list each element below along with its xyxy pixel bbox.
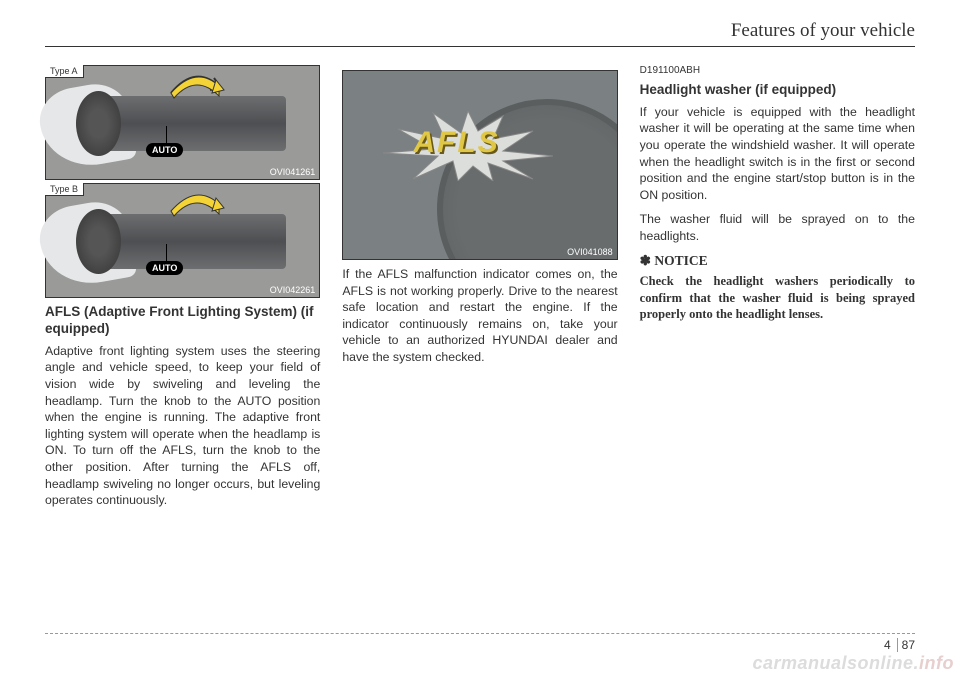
auto-pointer-line xyxy=(166,244,167,262)
figure-type-label: Type B xyxy=(45,183,84,196)
auto-badge: AUTO xyxy=(146,143,183,157)
column-3: D191100ABH Headlight washer (if equipped… xyxy=(640,65,915,517)
rotate-arrow-icon xyxy=(166,68,226,103)
notice-body: Check the headlight washers periodically… xyxy=(640,273,915,324)
figure-stalk-type-a: Type A AUTO OVI041261 xyxy=(45,65,320,180)
watermark-text-a: carmanualsonline. xyxy=(752,653,919,673)
page-header: Features of your vehicle xyxy=(45,20,915,47)
watermark: carmanualsonline.info xyxy=(752,653,954,674)
auto-badge: AUTO xyxy=(146,261,183,275)
page-number-value: 87 xyxy=(902,638,915,652)
section-number: 4 xyxy=(884,638,898,652)
afls-heading: AFLS (Adaptive Front Lighting System) (i… xyxy=(45,304,320,338)
auto-pointer-line xyxy=(166,126,167,144)
rotate-arrow-icon xyxy=(166,186,226,221)
headlight-washer-heading: Headlight washer (if equipped) xyxy=(640,82,915,99)
content-columns: Type A AUTO OVI041261 Type B xyxy=(45,65,915,517)
headlight-washer-body-1: If your vehicle is equipped with the hea… xyxy=(640,104,915,204)
page-number: 4 87 xyxy=(884,638,915,652)
notice-title: ✽ NOTICE xyxy=(640,253,915,269)
watermark-text-b: info xyxy=(919,653,954,673)
figure-ref-label: OVI041261 xyxy=(270,167,316,177)
section-code: D191100ABH xyxy=(640,65,915,76)
column-1: Type A AUTO OVI041261 Type B xyxy=(45,65,320,517)
afls-body-text: Adaptive front lighting system uses the … xyxy=(45,343,320,509)
page-footer: 4 87 xyxy=(45,633,915,654)
stalk-tip-illustration xyxy=(76,209,121,274)
figure-stalk-type-b: Type B AUTO OVI042261 xyxy=(45,183,320,298)
figure-ref-label: OVI042261 xyxy=(270,285,316,295)
figure-afls-indicator: AFLS OVI041088 xyxy=(342,70,617,260)
afls-malfunction-text: If the AFLS malfunction indicator comes … xyxy=(342,266,617,366)
column-2: AFLS OVI041088 If the AFLS malfunction i… xyxy=(342,65,617,517)
stalk-tip-illustration xyxy=(76,91,121,156)
header-title: Features of your vehicle xyxy=(45,20,915,42)
figure-ref-label: OVI041088 xyxy=(567,247,613,257)
headlight-washer-body-2: The washer fluid will be sprayed on to t… xyxy=(640,211,915,244)
figure-type-label: Type A xyxy=(45,65,84,78)
afls-indicator-text: AFLS xyxy=(413,126,499,160)
